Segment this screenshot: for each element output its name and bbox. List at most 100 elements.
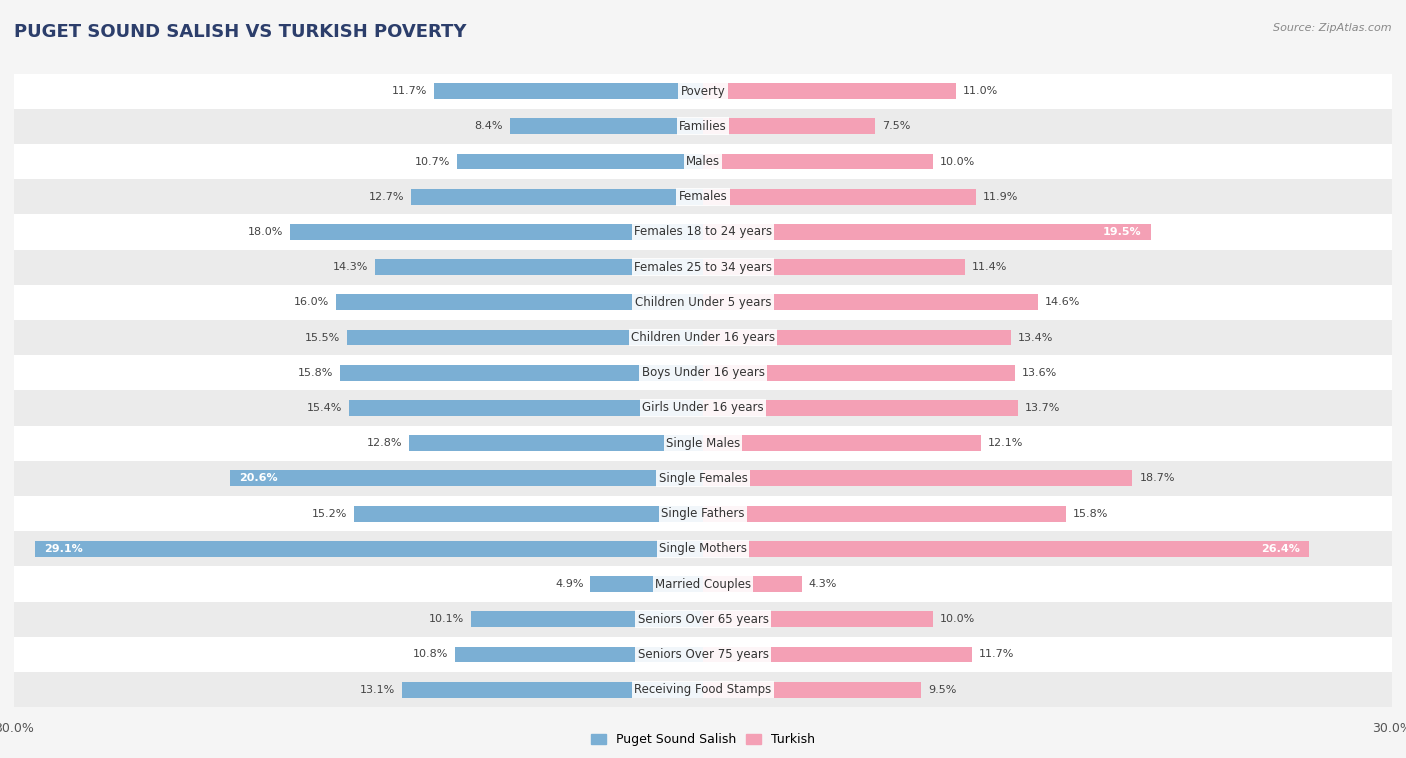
Bar [14, 179, 1392, 215]
Text: Females 18 to 24 years: Females 18 to 24 years [634, 225, 772, 239]
Bar [434, 83, 703, 99]
Text: 7.5%: 7.5% [882, 121, 911, 131]
Bar [14, 566, 1392, 602]
Text: 4.9%: 4.9% [555, 579, 583, 589]
Text: Poverty: Poverty [681, 85, 725, 98]
Text: 14.3%: 14.3% [332, 262, 368, 272]
Text: 15.4%: 15.4% [307, 403, 343, 413]
Text: 15.8%: 15.8% [298, 368, 333, 377]
Text: 11.4%: 11.4% [972, 262, 1007, 272]
Text: 26.4%: 26.4% [1261, 543, 1301, 554]
Text: Females 25 to 34 years: Females 25 to 34 years [634, 261, 772, 274]
Bar [703, 400, 1018, 416]
Bar [703, 506, 1066, 522]
Text: 10.0%: 10.0% [939, 614, 974, 625]
Bar [14, 461, 1392, 496]
Bar [340, 365, 703, 381]
Text: 20.6%: 20.6% [239, 474, 278, 484]
Text: 15.8%: 15.8% [1073, 509, 1108, 518]
Bar [591, 576, 703, 592]
Bar [14, 108, 1392, 144]
Text: 4.3%: 4.3% [808, 579, 837, 589]
Bar [703, 611, 932, 627]
Text: 19.5%: 19.5% [1102, 227, 1142, 237]
Text: 16.0%: 16.0% [294, 297, 329, 307]
Bar [14, 531, 1392, 566]
Text: 13.1%: 13.1% [360, 684, 395, 694]
Text: 10.0%: 10.0% [939, 156, 974, 167]
Text: 29.1%: 29.1% [44, 543, 83, 554]
Text: 13.7%: 13.7% [1025, 403, 1060, 413]
Bar [14, 249, 1392, 285]
Bar [14, 74, 1392, 108]
Bar [703, 330, 1011, 346]
Bar [349, 400, 703, 416]
Bar [703, 224, 1152, 240]
Text: 15.2%: 15.2% [312, 509, 347, 518]
Text: Boys Under 16 years: Boys Under 16 years [641, 366, 765, 379]
Bar [703, 83, 956, 99]
Text: 10.1%: 10.1% [429, 614, 464, 625]
Text: Source: ZipAtlas.com: Source: ZipAtlas.com [1274, 23, 1392, 33]
Bar [703, 259, 965, 275]
Bar [14, 215, 1392, 249]
Bar [703, 154, 932, 170]
Bar [14, 285, 1392, 320]
Text: 10.7%: 10.7% [415, 156, 450, 167]
Text: 11.7%: 11.7% [979, 650, 1014, 659]
Bar [703, 294, 1038, 310]
Text: Children Under 5 years: Children Under 5 years [634, 296, 772, 309]
Text: 13.4%: 13.4% [1018, 333, 1053, 343]
Bar [14, 144, 1392, 179]
Text: Families: Families [679, 120, 727, 133]
Bar [703, 681, 921, 697]
Text: Receiving Food Stamps: Receiving Food Stamps [634, 683, 772, 696]
Bar [336, 294, 703, 310]
Text: Females: Females [679, 190, 727, 203]
Text: 10.8%: 10.8% [413, 650, 449, 659]
Bar [14, 390, 1392, 425]
Bar [14, 672, 1392, 707]
Bar [14, 637, 1392, 672]
Text: 11.9%: 11.9% [983, 192, 1018, 202]
Text: 11.0%: 11.0% [963, 86, 998, 96]
Text: Single Mothers: Single Mothers [659, 542, 747, 556]
Bar [231, 471, 703, 487]
Bar [703, 647, 972, 662]
Bar [290, 224, 703, 240]
Text: Seniors Over 75 years: Seniors Over 75 years [637, 648, 769, 661]
Bar [35, 541, 703, 556]
Text: PUGET SOUND SALISH VS TURKISH POVERTY: PUGET SOUND SALISH VS TURKISH POVERTY [14, 23, 467, 41]
Text: Married Couples: Married Couples [655, 578, 751, 590]
Text: Single Males: Single Males [666, 437, 740, 449]
Bar [347, 330, 703, 346]
Bar [412, 189, 703, 205]
Bar [703, 435, 981, 451]
Text: Seniors Over 65 years: Seniors Over 65 years [637, 612, 769, 625]
Legend: Puget Sound Salish, Turkish: Puget Sound Salish, Turkish [586, 728, 820, 751]
Bar [402, 681, 703, 697]
Bar [14, 496, 1392, 531]
Text: 12.1%: 12.1% [988, 438, 1024, 448]
Bar [354, 506, 703, 522]
Bar [456, 647, 703, 662]
Bar [409, 435, 703, 451]
Text: Single Fathers: Single Fathers [661, 507, 745, 520]
Text: 12.7%: 12.7% [368, 192, 405, 202]
Text: Girls Under 16 years: Girls Under 16 years [643, 402, 763, 415]
Text: 18.0%: 18.0% [247, 227, 283, 237]
Bar [703, 365, 1015, 381]
Bar [703, 189, 976, 205]
Text: Males: Males [686, 155, 720, 168]
Text: Children Under 16 years: Children Under 16 years [631, 331, 775, 344]
Text: 13.6%: 13.6% [1022, 368, 1057, 377]
Bar [703, 471, 1132, 487]
Text: 15.5%: 15.5% [305, 333, 340, 343]
Bar [14, 320, 1392, 356]
Text: Single Females: Single Females [658, 472, 748, 485]
Bar [703, 541, 1309, 556]
Bar [14, 602, 1392, 637]
Bar [510, 118, 703, 134]
Bar [374, 259, 703, 275]
Text: 11.7%: 11.7% [392, 86, 427, 96]
